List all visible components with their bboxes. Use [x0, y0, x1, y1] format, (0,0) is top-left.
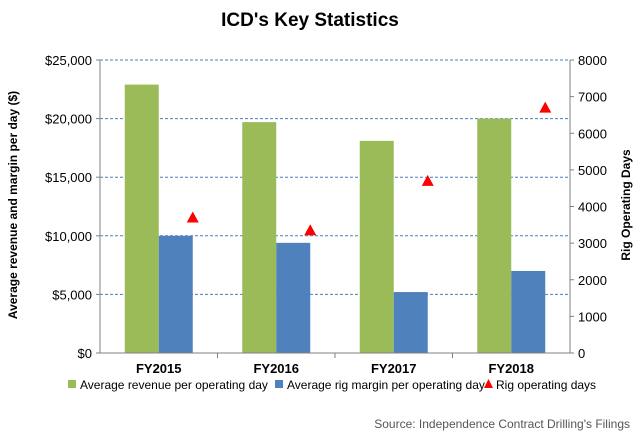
y2-tick-label: 5000 [578, 163, 607, 178]
bar [511, 270, 546, 353]
legend-label: Average rig margin per operating day [287, 378, 485, 392]
y-tick-label: $5,000 [52, 287, 92, 302]
bar [477, 118, 512, 353]
x-category-label: FY2018 [488, 361, 534, 376]
y2-tick-label: 6000 [578, 126, 607, 141]
marker-point [186, 211, 199, 223]
y-tick-label: $10,000 [45, 229, 92, 244]
markers [186, 101, 552, 236]
source-note: Source: Independence Contract Drilling's… [374, 417, 630, 431]
bar [359, 140, 394, 353]
y-tick-label: $25,000 [45, 53, 92, 68]
legend-swatch [484, 379, 493, 388]
legend-label: Average revenue per operating day [80, 378, 268, 392]
legend: Average revenue per operating day Average… [68, 378, 596, 392]
y2-tick-label: 1000 [578, 309, 607, 324]
y-tick-label: $15,000 [45, 170, 92, 185]
y2-tick-label: 2000 [578, 273, 607, 288]
y2-tick-label: 0 [578, 346, 585, 361]
y2-tick-label: 7000 [578, 90, 607, 105]
y2-tick-label: 4000 [578, 200, 607, 215]
legend-swatch [275, 380, 283, 388]
x-category-label: FY2016 [253, 361, 299, 376]
legend-label: Rig operating days [496, 378, 596, 392]
chart-title: ICD's Key Statistics [221, 10, 399, 31]
bar [276, 242, 311, 353]
axes: $0 $5,000 $10,000 $15,000 $20,000 $25,000 0 100… [45, 53, 607, 376]
y2-axis-title: Rig Operating Days [619, 149, 633, 261]
bar [393, 292, 428, 353]
bars [124, 84, 546, 353]
x-category-label: FY2015 [136, 361, 182, 376]
y-axis-title: Average revenue and margin per day ($) [6, 91, 20, 319]
y-tick-label: $20,000 [45, 112, 92, 127]
y2-tick-label: 3000 [578, 236, 607, 251]
bar [124, 84, 159, 353]
bar [242, 122, 277, 353]
marker-point [539, 101, 552, 113]
marker-point [304, 224, 317, 236]
bar [158, 235, 193, 353]
marker-point [421, 174, 434, 186]
legend-swatch [68, 380, 76, 388]
x-category-label: FY2017 [371, 361, 417, 376]
y2-tick-label: 8000 [578, 53, 607, 68]
y-tick-label: $0 [78, 346, 92, 361]
